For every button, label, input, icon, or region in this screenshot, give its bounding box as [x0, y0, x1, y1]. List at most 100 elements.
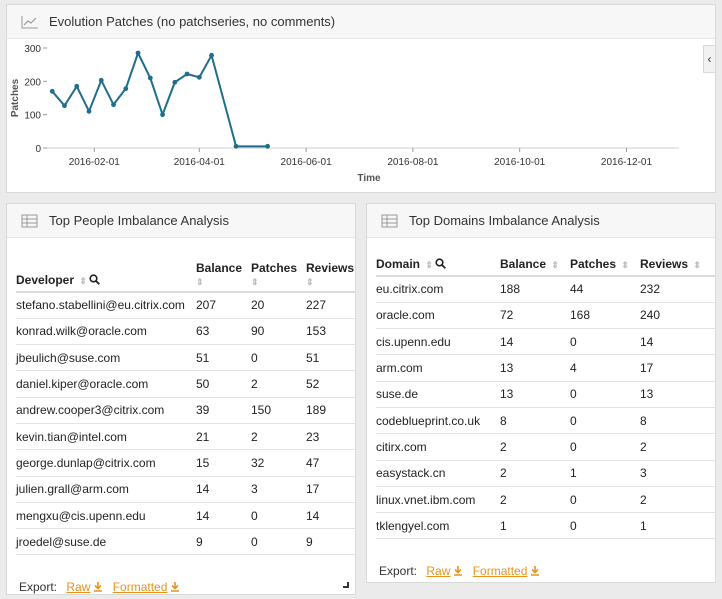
column-developer[interactable]: Developer ⇕	[16, 254, 196, 293]
developer-cell: george.dunlap@citrix.com	[16, 455, 156, 470]
developer-cell: jbeulich@suse.com	[16, 350, 121, 365]
search-icon[interactable]	[89, 274, 100, 285]
people-table: Developer ⇕ Balance ⇕ Patches ⇕ Reviews ⇕ s…	[16, 254, 356, 555]
download-icon	[94, 582, 103, 592]
export-formatted-link[interactable]: Formatted	[113, 580, 181, 594]
balance-cell: 21	[196, 429, 210, 444]
y-tick-label: 300	[24, 44, 41, 55]
evolution-panel: Evolution Patches (no patchseries, no co…	[6, 4, 716, 193]
table-row: arm.com 13 4 17	[376, 355, 716, 382]
balance-cell: 39	[196, 403, 210, 418]
reviews-cell: 51	[306, 350, 320, 365]
search-icon[interactable]	[435, 258, 446, 269]
x-tick-label: 2016-04-01	[174, 157, 226, 168]
data-point	[62, 103, 67, 109]
sort-icon[interactable]: ⇕	[306, 277, 314, 287]
domain-cell: suse.de	[376, 387, 419, 402]
reviews-cell: 9	[306, 534, 313, 549]
evolution-header: Evolution Patches (no patchseries, no co…	[7, 5, 715, 39]
collapse-sidebar-button[interactable]: ‹	[703, 45, 715, 73]
table-row: linux.vnet.ibm.com 2 0 2	[376, 486, 716, 513]
balance-cell: 207	[196, 298, 217, 313]
patches-cell: 0	[570, 492, 577, 507]
x-tick-label: 2016-12-01	[601, 157, 653, 168]
x-tick-label: 2016-08-01	[387, 157, 439, 168]
developer-cell: konrad.wilk@oracle.com	[16, 324, 147, 339]
sort-icon[interactable]: ⇕	[693, 260, 701, 270]
sort-icon[interactable]: ⇕	[621, 260, 629, 270]
patches-cell: 4	[570, 361, 577, 376]
column-balance[interactable]: Balance ⇕	[196, 254, 251, 293]
reviews-cell: 14	[640, 334, 654, 349]
domain-cell: arm.com	[376, 361, 423, 376]
sort-icon[interactable]: ⇕	[425, 260, 433, 270]
domains-table: Domain ⇕ Balance ⇕ Patches ⇕ Reviews ⇕ e…	[376, 254, 716, 539]
reviews-cell: 2	[640, 439, 647, 454]
data-point	[86, 108, 92, 114]
balance-cell: 50	[196, 377, 210, 392]
x-axis-label: Time	[357, 173, 381, 184]
table-row: suse.de 13 0 13	[376, 381, 716, 408]
patches-cell: 0	[251, 350, 258, 365]
domains-export: Export: Raw Formatted	[379, 564, 540, 578]
x-tick-label: 2016-10-01	[494, 157, 546, 168]
column-patches[interactable]: Patches ⇕	[570, 254, 640, 277]
table-row: codeblueprint.co.uk 8 0 8	[376, 407, 716, 434]
x-tick-label: 2016-02-01	[69, 157, 121, 168]
data-point	[209, 52, 214, 58]
column-reviews[interactable]: Reviews ⇕	[306, 254, 356, 293]
reviews-cell: 17	[306, 482, 320, 497]
patches-cell: 0	[570, 387, 577, 402]
domain-cell: citirx.com	[376, 439, 427, 454]
developer-cell: mengxu@cis.upenn.edu	[16, 508, 146, 523]
reviews-cell: 1	[640, 518, 647, 533]
line-chart-icon	[21, 15, 38, 28]
patches-cell: 0	[251, 534, 258, 549]
sort-icon[interactable]: ⇕	[551, 260, 559, 270]
domain-cell: linux.vnet.ibm.com	[376, 492, 476, 507]
export-raw-link[interactable]: Raw	[426, 564, 463, 578]
table-row: eu.citrix.com 188 44 232	[376, 276, 716, 303]
data-point	[233, 143, 239, 149]
patches-cell: 0	[570, 518, 577, 533]
patches-cell: 168	[570, 308, 591, 323]
patches-cell: 1	[570, 466, 577, 481]
download-icon	[171, 582, 180, 592]
patches-cell: 2	[251, 377, 258, 392]
balance-cell: 51	[196, 350, 210, 365]
table-row: andrew.cooper3@citrix.com 39 150 189	[16, 397, 356, 424]
export-formatted-link[interactable]: Formatted	[473, 564, 541, 578]
table-row: jbeulich@suse.com 51 0 51	[16, 345, 356, 371]
column-domain[interactable]: Domain ⇕	[376, 254, 500, 277]
data-point	[111, 102, 116, 108]
column-reviews[interactable]: Reviews ⇕	[640, 254, 716, 277]
resize-handle[interactable]	[343, 582, 349, 588]
sort-icon[interactable]: ⇕	[251, 277, 259, 287]
people-header-row: Developer ⇕ Balance ⇕ Patches ⇕ Reviews ⇕	[16, 254, 356, 293]
balance-cell: 1	[500, 518, 507, 533]
domains-panel: Top Domains Imbalance Analysis Domain ⇕ …	[366, 203, 716, 583]
data-point	[147, 75, 153, 81]
reviews-cell: 52	[306, 377, 320, 392]
balance-cell: 2	[500, 466, 507, 481]
patches-cell: 3	[251, 482, 258, 497]
balance-cell: 188	[500, 282, 521, 297]
developer-cell: kevin.tian@intel.com	[16, 429, 127, 444]
table-row: cis.upenn.edu 14 0 14	[376, 329, 716, 355]
data-point	[123, 86, 129, 92]
domain-cell: eu.citrix.com	[376, 282, 444, 297]
table-row: stefano.stabellini@eu.citrix.com 207 20 227	[16, 292, 356, 319]
people-panel: Top People Imbalance Analysis Developer …	[6, 203, 356, 595]
people-header: Top People Imbalance Analysis	[7, 204, 355, 238]
sort-icon[interactable]: ⇕	[79, 276, 87, 286]
domain-cell: cis.upenn.edu	[376, 334, 451, 349]
domains-header: Top Domains Imbalance Analysis	[367, 204, 715, 238]
sort-icon[interactable]: ⇕	[196, 277, 204, 287]
reviews-cell: 153	[306, 324, 327, 339]
column-patches[interactable]: Patches ⇕	[251, 254, 306, 293]
y-tick-label: 100	[24, 111, 41, 122]
export-raw-link[interactable]: Raw	[66, 580, 103, 594]
balance-cell: 72	[500, 308, 514, 323]
column-balance[interactable]: Balance ⇕	[500, 254, 570, 277]
reviews-cell: 8	[640, 413, 647, 428]
